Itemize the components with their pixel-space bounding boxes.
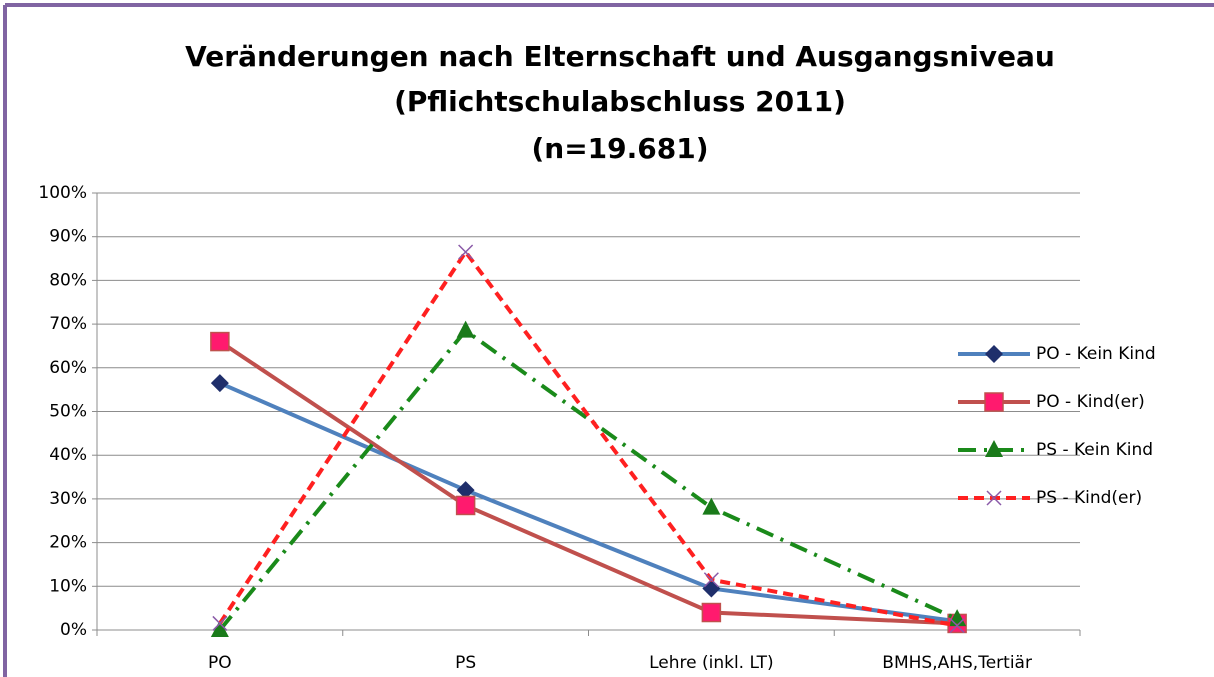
marker bbox=[455, 495, 476, 516]
chart-title: Veränderungen nach Elternschaft und Ausg… bbox=[185, 40, 1055, 73]
y-tick-label: 0% bbox=[60, 620, 87, 640]
chart-title: (Pflichtschulabschluss 2011) bbox=[394, 85, 846, 118]
x-tick-label: PO bbox=[208, 653, 232, 673]
y-tick-label: 100% bbox=[38, 183, 87, 203]
marker bbox=[986, 490, 1002, 506]
marker bbox=[984, 392, 1004, 412]
marker bbox=[456, 481, 475, 500]
chart-title: (n=19.681) bbox=[531, 132, 708, 165]
marker bbox=[703, 572, 719, 588]
y-tick-label: 50% bbox=[49, 402, 87, 422]
legend-label: PO - Kein Kind bbox=[1036, 344, 1156, 364]
marker bbox=[212, 615, 228, 631]
marker bbox=[458, 244, 474, 260]
y-tick-label: 10% bbox=[49, 576, 87, 596]
y-tick-label: 20% bbox=[49, 533, 87, 553]
legend-label: PS - Kind(er) bbox=[1036, 488, 1142, 508]
series-line bbox=[218, 248, 958, 628]
y-tick-label: 90% bbox=[49, 227, 87, 247]
y-tick-label: 80% bbox=[49, 270, 87, 290]
marker bbox=[702, 497, 721, 515]
y-tick-label: 60% bbox=[49, 358, 87, 378]
legend-label: PO - Kind(er) bbox=[1036, 392, 1145, 412]
marker bbox=[210, 620, 229, 637]
y-tick-label: 30% bbox=[49, 489, 87, 509]
marker bbox=[985, 440, 1003, 457]
x-tick-label: BMHS,AHS,Tertiär bbox=[882, 653, 1032, 673]
series-line bbox=[219, 381, 958, 624]
marker bbox=[456, 320, 475, 338]
marker bbox=[210, 331, 230, 352]
series-line bbox=[218, 339, 958, 626]
marker bbox=[985, 345, 1003, 363]
series-line bbox=[218, 327, 958, 632]
x-tick-label: PS bbox=[455, 653, 476, 673]
x-tick-label: Lehre (inkl. LT) bbox=[649, 653, 774, 673]
marker bbox=[210, 374, 229, 393]
marker bbox=[701, 602, 722, 623]
marker bbox=[949, 618, 965, 634]
legend-label: PS - Kein Kind bbox=[1036, 440, 1153, 460]
y-tick-label: 70% bbox=[49, 314, 87, 334]
y-tick-label: 40% bbox=[49, 445, 87, 465]
